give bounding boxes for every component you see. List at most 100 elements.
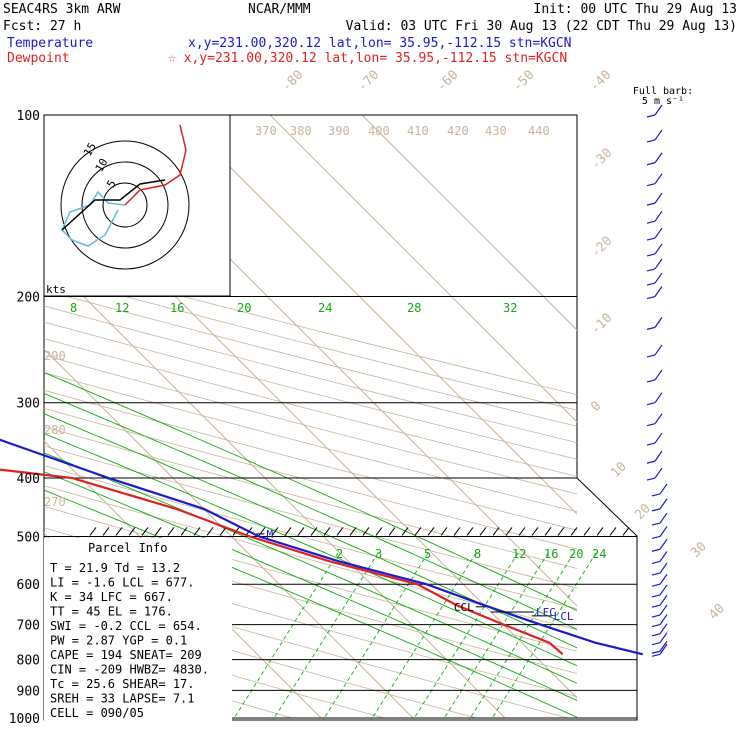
annotation-label: M <box>266 528 273 541</box>
wind-barb-flag <box>659 551 668 562</box>
theta-label: 430 <box>485 124 507 138</box>
wind-barb-staff <box>651 650 661 654</box>
freezing-hatch <box>310 527 318 536</box>
wind-barb-flag <box>654 272 663 284</box>
freezing-hatch <box>440 527 448 536</box>
wind-barb-staff <box>651 572 661 576</box>
parcel-row: T = 21.9 Td = 13.2 <box>50 561 180 575</box>
pressure-tick-label: 200 <box>17 291 40 306</box>
hodograph-frame <box>43 114 231 297</box>
wind-barb-staff <box>651 560 661 565</box>
moist-adiabat <box>44 433 577 667</box>
isotherm-line <box>361 115 577 331</box>
theta-label: 280 <box>44 423 66 437</box>
mixing-ratio-line <box>232 552 339 720</box>
dewpoint-profile-line <box>0 468 564 656</box>
moist-adiabat <box>44 471 577 701</box>
isotherm-label: 20 <box>632 501 654 523</box>
freezing-hatch <box>518 527 526 536</box>
freezing-hatch <box>115 527 123 536</box>
hodograph-ring <box>81 161 169 249</box>
wind-barb-flag <box>659 623 668 635</box>
theta-label: 380 <box>290 124 312 138</box>
mixing-ratio-label: 12 <box>512 547 526 561</box>
theta-label: 440 <box>528 124 550 138</box>
wind-barb-staff <box>651 633 661 637</box>
freezing-hatch <box>193 527 201 536</box>
temperature-profile-line <box>0 438 644 656</box>
moist-adiabat-label: 20 <box>237 301 251 315</box>
isotherm-label: -80 <box>279 68 306 95</box>
moist-adiabat-label: 16 <box>170 301 184 315</box>
pressure-tick-label: 100 <box>17 109 40 124</box>
isotherm-line <box>44 348 414 719</box>
freezing-hatch <box>401 527 409 536</box>
wind-barb-flag <box>659 526 668 537</box>
wind-barb-flag <box>659 604 668 616</box>
wind-barb-flag <box>654 243 663 255</box>
mixing-ratio-line <box>490 552 597 720</box>
pressure-tick-label: 700 <box>17 619 40 634</box>
theta-label: 390 <box>328 124 350 138</box>
wind-barb-flag <box>654 227 663 239</box>
freezing-hatch <box>349 527 357 536</box>
moist-adiabat <box>44 392 577 630</box>
wind-barb-flag <box>654 129 663 141</box>
freezing-hatch <box>206 527 214 536</box>
freezing-hatch <box>531 527 539 536</box>
wind-barb-flag <box>654 317 663 328</box>
parcel-row: K = 34 LFC = 667. <box>50 590 173 604</box>
isotherm-line <box>177 115 577 515</box>
freezing-hatch <box>609 527 617 536</box>
freezing-hatch <box>219 527 227 536</box>
wind-barb-staff <box>646 295 656 300</box>
wind-barb-staff <box>646 442 656 446</box>
wind-barb-staff <box>646 354 656 358</box>
freezing-hatch <box>167 527 175 536</box>
header-init: Init: 00 UTC Thu 29 Aug 13 <box>534 2 738 17</box>
dry-adiabat <box>44 505 577 652</box>
wind-barb-flag <box>654 173 663 185</box>
dewpoint-legend-info: ☆ x,y=231.00,320.12 lat,lon= 35.95,-112.… <box>168 51 567 66</box>
hodograph-ring <box>60 140 190 270</box>
wind-barb-staff <box>646 183 656 187</box>
freezing-hatch <box>544 527 552 536</box>
wind-barb-staff <box>646 253 656 257</box>
parcel-row: CIN = -209 HWBZ= 4830. <box>50 663 209 677</box>
wind-barb-flag <box>654 450 663 462</box>
hodograph-trace-mid <box>61 179 166 231</box>
freezing-hatch <box>479 527 487 536</box>
header-org: NCAR/MMM <box>248 2 311 17</box>
moist-adiabat <box>44 452 577 684</box>
wind-barb-staff <box>651 594 661 598</box>
wind-barb-staff <box>651 548 661 552</box>
mixing-ratio-label: 3 <box>375 547 382 561</box>
wind-barb-staff <box>646 477 656 481</box>
dry-adiabat <box>44 274 577 411</box>
mixing-ratio-label: 8 <box>474 547 481 561</box>
wind-barb-flag <box>654 286 663 297</box>
annotation-label: CCL <box>454 601 474 614</box>
freezing-hatch <box>583 527 591 536</box>
wind-barb-staff <box>646 237 656 241</box>
wind-barb-flag <box>654 258 663 270</box>
theta-label: 420 <box>447 124 469 138</box>
mixing-ratio-label: 5 <box>424 547 431 561</box>
temperature-legend-label: Temperature <box>7 36 93 51</box>
wind-barb-flag <box>654 369 663 381</box>
barb-legend-line1: Full barb: <box>633 86 693 97</box>
moist-adiabat-label: 12 <box>115 301 129 315</box>
parcel-info-box: Parcel Info T = 21.9 Td = 13.2LI = -1.6 … <box>44 538 232 726</box>
isotherm-line <box>269 115 577 423</box>
mixing-ratio-label: 20 <box>569 547 583 561</box>
dry-adiabat <box>44 426 577 569</box>
mixing-ratio-line <box>412 552 519 720</box>
parcel-row: CAPE = 194 SNEAT= 209 <box>50 648 202 662</box>
freezing-hatch <box>141 527 149 536</box>
header-model: SEAC4RS 3km ARW <box>3 2 121 17</box>
isotherm-label: -40 <box>587 68 614 95</box>
isotherm-line <box>44 256 506 719</box>
